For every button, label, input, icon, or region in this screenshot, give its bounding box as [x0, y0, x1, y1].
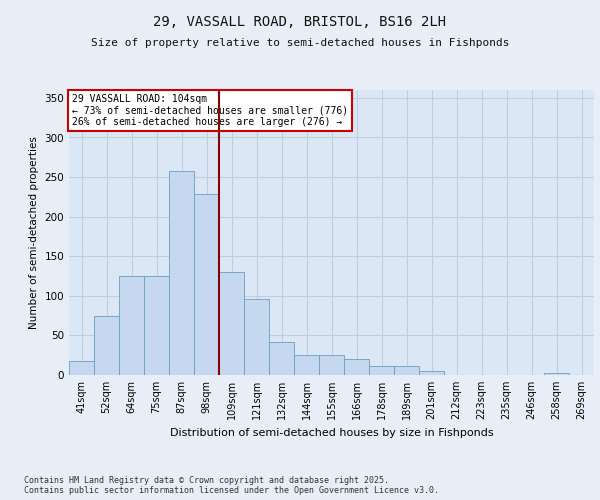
- Text: Contains HM Land Registry data © Crown copyright and database right 2025.
Contai: Contains HM Land Registry data © Crown c…: [24, 476, 439, 495]
- Bar: [169, 171, 194, 375]
- Bar: [294, 355, 319, 375]
- Text: 29, VASSALL ROAD, BRISTOL, BS16 2LH: 29, VASSALL ROAD, BRISTOL, BS16 2LH: [154, 16, 446, 30]
- Bar: [319, 355, 344, 375]
- Bar: [144, 276, 169, 375]
- Bar: [419, 371, 444, 375]
- X-axis label: Distribution of semi-detached houses by size in Fishponds: Distribution of semi-detached houses by …: [170, 428, 493, 438]
- Bar: [194, 194, 219, 375]
- Bar: [394, 366, 419, 375]
- Bar: [369, 366, 394, 375]
- Text: Size of property relative to semi-detached houses in Fishponds: Size of property relative to semi-detach…: [91, 38, 509, 48]
- Bar: [119, 276, 144, 375]
- Bar: [344, 359, 369, 375]
- Bar: [94, 316, 119, 375]
- Y-axis label: Number of semi-detached properties: Number of semi-detached properties: [29, 136, 39, 329]
- Bar: [544, 372, 569, 375]
- Text: 29 VASSALL ROAD: 104sqm
← 73% of semi-detached houses are smaller (776)
26% of s: 29 VASSALL ROAD: 104sqm ← 73% of semi-de…: [71, 94, 348, 128]
- Bar: [244, 299, 269, 375]
- Bar: [219, 272, 244, 375]
- Bar: [69, 361, 94, 375]
- Bar: [269, 342, 294, 375]
